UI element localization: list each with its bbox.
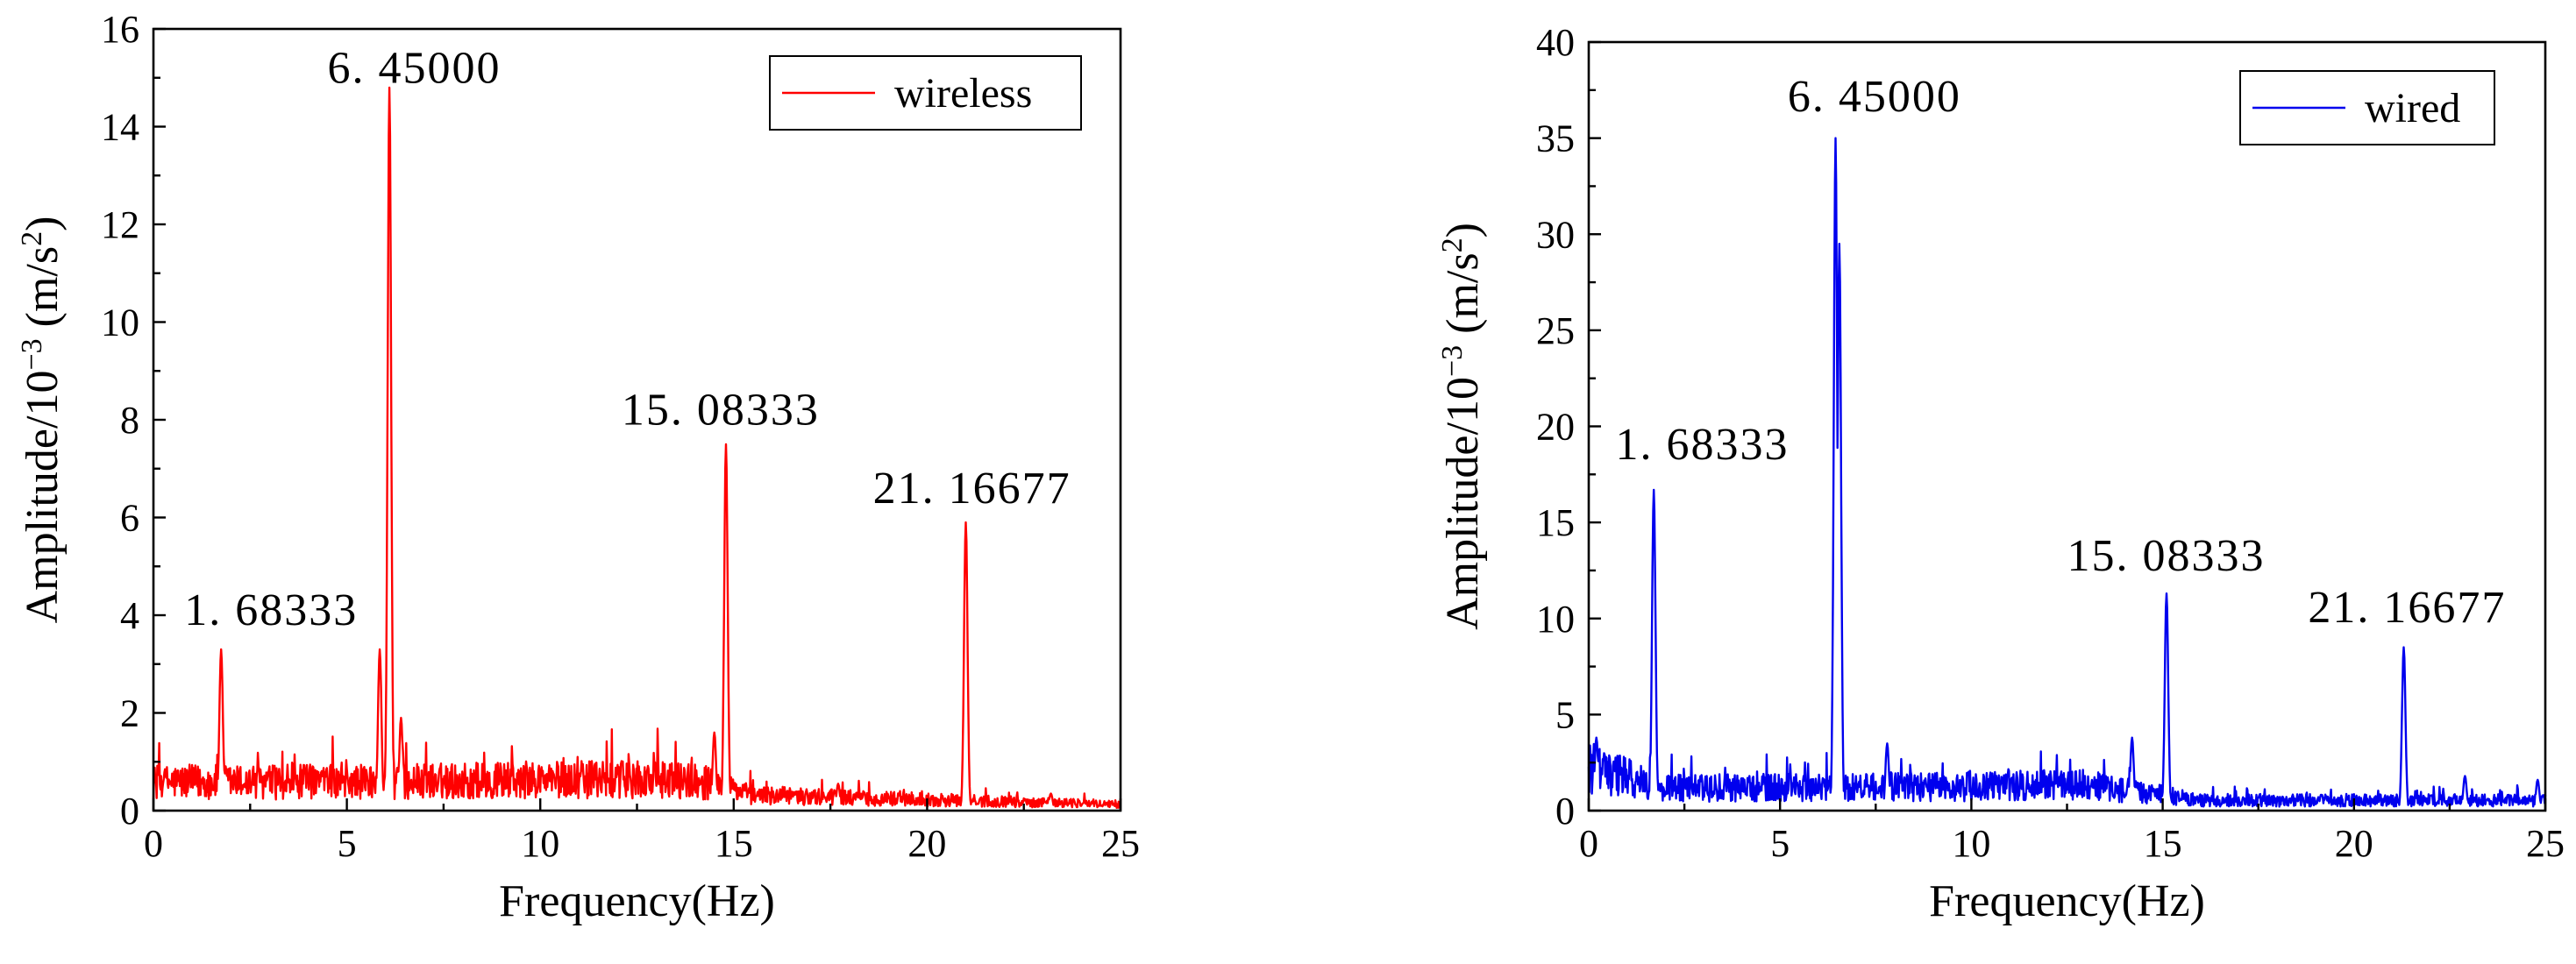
chart-0: 0 5 10 15 20 25 0 2 4 6 8 10 12 14 16 Frequency(Hz) Ampl… [16,8,1140,926]
y-tick-label: 25 [1536,309,1575,352]
y-tick-label: 0 [120,790,139,833]
y-axis-title: Amplitude/10−3 (m/s2) [16,216,68,624]
y-tick-label: 0 [1555,790,1575,833]
y-tick-label: 30 [1536,213,1575,256]
y-tick-label: 4 [120,594,139,637]
legend-label: wired [2365,85,2460,131]
y-tick-label: 20 [1536,406,1575,449]
x-tick-label: 25 [2526,822,2565,865]
x-tick-label: 10 [521,822,559,865]
y-tick-label: 35 [1536,117,1575,160]
series-line-wired [1587,137,2547,808]
y-tick-label: 8 [120,399,139,442]
chart-1: 0 5 10 15 20 25 0 5 10 15 20 25 30 35 40 Frequency(Hz) A… [1436,21,2565,926]
x-tick-label: 25 [1101,822,1140,865]
x-tick-label: 0 [1579,822,1598,865]
y-tick-label: 15 [1536,501,1575,544]
x-tick-label: 5 [338,822,357,865]
peak-annotation: 15. 08333 [2067,531,2266,581]
x-tick-label: 5 [1770,822,1790,865]
y-tick-label: 10 [101,301,139,344]
x-axis-title: Frequency(Hz) [1929,876,2205,926]
peak-annotation: 21. 16677 [2308,583,2506,633]
peak-annotation: 6. 45000 [1788,72,1961,122]
peak-annotation: 21. 16677 [873,464,1071,514]
y-axis-title: Amplitude/10−3 (m/s2) [1436,223,1488,630]
peak-annotation: 1. 68333 [1616,420,1790,470]
y-tick-label: 14 [101,106,139,149]
x-tick-label: 15 [2144,822,2182,865]
y-tick-label: 16 [101,8,139,51]
legend-label: wireless [894,70,1032,117]
peak-annotation: 1. 68333 [184,585,358,635]
y-tick-label: 40 [1536,21,1575,64]
y-tick-label: 12 [101,203,139,246]
x-axis-title: Frequency(Hz) [499,876,775,926]
x-tick-label: 10 [1952,822,1990,865]
series-line-wireless [152,86,1122,809]
x-tick-label: 20 [2335,822,2373,865]
y-tick-label: 6 [120,497,139,540]
y-tick-label: 2 [120,692,139,735]
x-tick-label: 20 [907,822,946,865]
peak-annotation: 6. 45000 [328,43,502,93]
x-tick-label: 15 [715,822,753,865]
y-tick-label: 5 [1555,693,1575,736]
x-tick-label: 0 [144,822,163,865]
peak-annotation: 15. 08333 [622,386,820,436]
y-tick-label: 10 [1536,598,1575,641]
